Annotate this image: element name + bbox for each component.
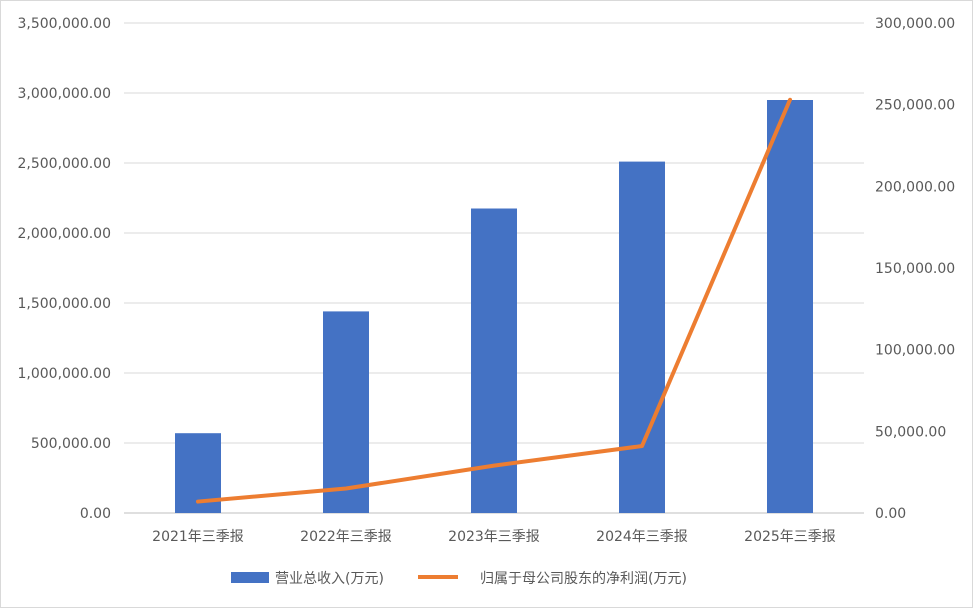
y-left-tick-label: 3,500,000.00 (17, 16, 111, 32)
y-right-tick-label: 150,000.00 (875, 261, 955, 277)
y-left-tick-label: 500,000.00 (31, 436, 111, 452)
y-left-tick-label: 3,000,000.00 (17, 86, 111, 102)
legend-label-net-profit: 归属于母公司股东的净利润(万元) (480, 570, 687, 587)
y-left-tick-label: 2,000,000.00 (17, 226, 111, 242)
watermark-separator: | (848, 572, 853, 590)
legend-label-revenue: 营业总收入(万元) (275, 571, 384, 587)
bar-revenue (619, 161, 665, 513)
y-left-tick-label: 1,500,000.00 (17, 296, 111, 312)
x-tick-label: 2021年三季报 (152, 529, 244, 545)
y-right-tick-label: 250,000.00 (875, 98, 955, 114)
x-axis: 2021年三季报 2022年三季报 2023年三季报 2024年三季报 2025年三季报 (152, 529, 836, 545)
y-right-tick-label: 200,000.00 (875, 179, 955, 195)
y-right-tick-label: 100,000.00 (875, 343, 955, 359)
x-tick-label: 2023年三季报 (448, 529, 540, 545)
bar-series (175, 100, 813, 513)
watermark-source: 网易号 (790, 572, 835, 590)
x-tick-label: 2025年三季报 (744, 529, 836, 545)
bar-revenue (323, 311, 369, 513)
watermark-author: 诗与星空 (860, 572, 920, 590)
y-left-tick-label: 1,000,000.00 (17, 366, 111, 382)
y-axis-right: 0.00 50,000.00 100,000.00 150,000.00 200,000… (875, 16, 955, 522)
x-tick-label: 2022年三季报 (300, 529, 392, 545)
legend-swatch-revenue (231, 572, 269, 583)
y-right-tick-label: 300,000.00 (875, 16, 955, 32)
legend: 营业总收入(万元) 归属于母公司股东的净利润(万元) (231, 570, 687, 587)
y-left-tick-label: 0.00 (80, 506, 111, 522)
x-tick-label: 2024年三季报 (596, 529, 688, 545)
y-left-tick-label: 2,500,000.00 (17, 156, 111, 172)
y-right-tick-label: 50,000.00 (875, 424, 946, 440)
bar-revenue (767, 100, 813, 513)
y-axis-left: 0.00 500,000.00 1,000,000.00 1,500,000.00 2,… (17, 16, 111, 522)
line-series (196, 97, 792, 504)
y-right-tick-label: 0.00 (875, 506, 906, 522)
watermark: 网易号 | 诗与星空 (790, 572, 920, 590)
